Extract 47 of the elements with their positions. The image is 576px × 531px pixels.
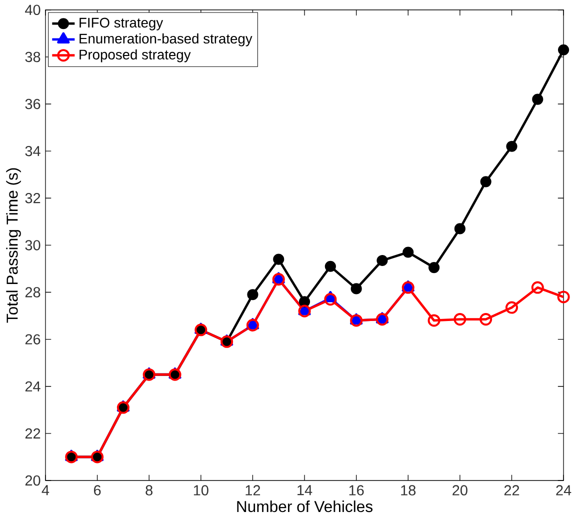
point xyxy=(324,293,337,306)
point xyxy=(350,283,362,294)
y-tick-label: 38 xyxy=(25,52,40,62)
y-tick-label: 34 xyxy=(25,146,40,156)
point xyxy=(480,176,492,188)
legend-label: Enumeration-based strategy xyxy=(80,33,252,46)
x-tick-label: 14 xyxy=(298,485,312,496)
y-tick-label: 30 xyxy=(25,240,40,250)
y-tick-label: 26 xyxy=(25,334,40,344)
y-tick-label: 20 xyxy=(25,475,40,486)
point xyxy=(454,313,466,326)
y-tick-label: 40 xyxy=(25,4,40,16)
legend-label: FIFO strategy xyxy=(80,18,164,30)
y-tick-label: 32 xyxy=(25,193,40,204)
point xyxy=(428,314,440,327)
point xyxy=(558,44,570,56)
legend-label: Proposed strategy xyxy=(80,49,191,62)
point xyxy=(428,262,440,274)
point xyxy=(557,290,570,304)
x-tick-label: 8 xyxy=(146,485,152,496)
point xyxy=(376,254,388,266)
point xyxy=(273,254,284,265)
point xyxy=(247,289,258,300)
y-tick-label: 22 xyxy=(25,428,40,439)
x-tick-label: 4 xyxy=(42,485,50,496)
x-tick-label: 18 xyxy=(401,485,416,496)
x-tick-label: 22 xyxy=(504,485,520,496)
y-tick-label: 24 xyxy=(25,381,40,392)
y-tick-label: 36 xyxy=(25,98,40,110)
point xyxy=(480,313,492,326)
point xyxy=(298,296,310,308)
y-tick-label: 28 xyxy=(25,287,40,298)
point xyxy=(402,246,414,258)
point xyxy=(532,94,544,105)
x-tick-label: 10 xyxy=(194,485,208,496)
x-axis-title: Number of Vehicles xyxy=(237,500,373,512)
point xyxy=(324,260,336,272)
point xyxy=(506,140,518,152)
x-tick-label: 6 xyxy=(94,485,101,496)
x-tick-label: 24 xyxy=(556,485,572,496)
point xyxy=(505,301,518,314)
x-tick-label: 16 xyxy=(349,485,364,496)
x-tick-label: 20 xyxy=(452,485,468,496)
y-axis-title: Total Passing Time (s) xyxy=(6,168,21,323)
point xyxy=(531,281,544,294)
point xyxy=(454,223,466,234)
x-tick-label: 12 xyxy=(246,485,260,496)
